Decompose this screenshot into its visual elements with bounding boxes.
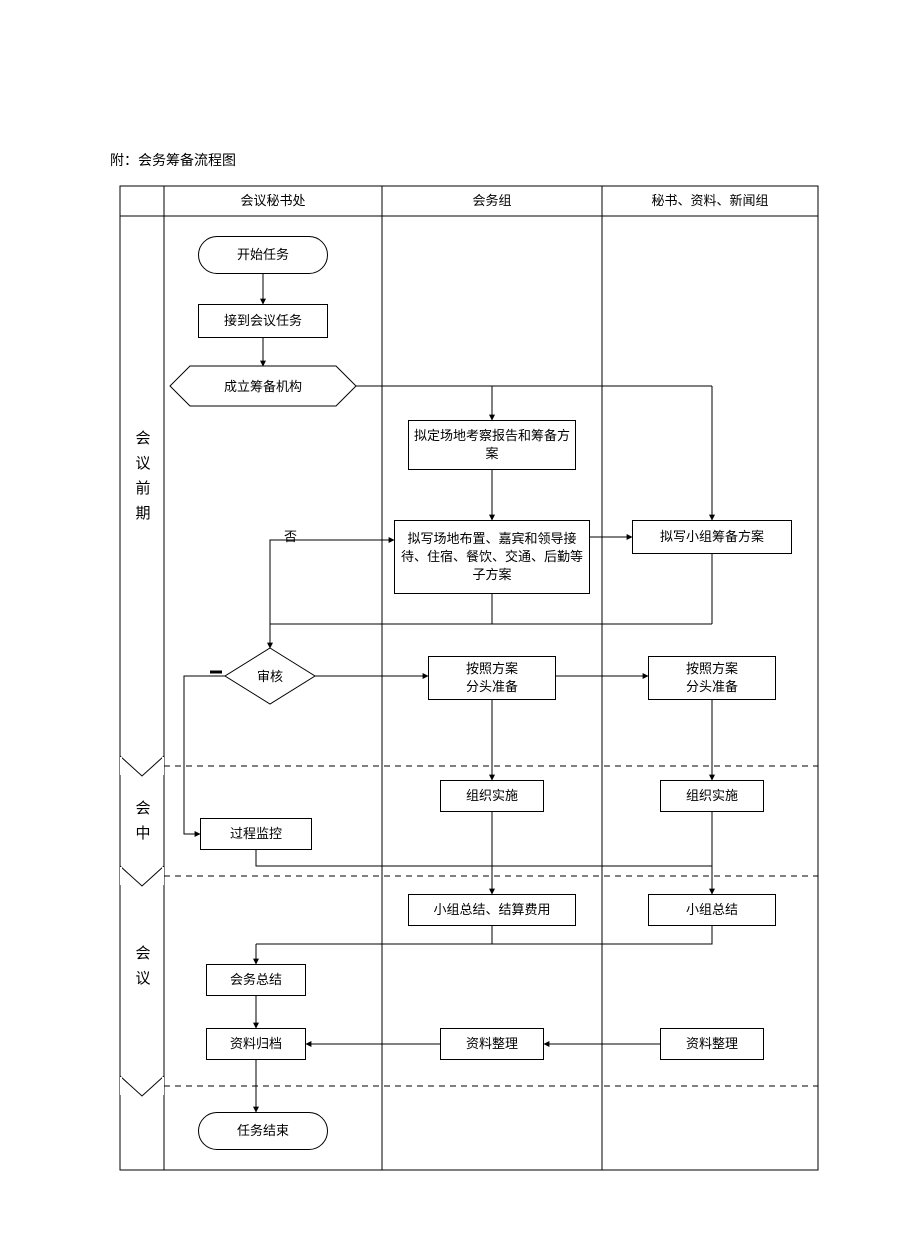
- node-prep1-line1: 按照方案: [466, 660, 518, 678]
- node-end: 任务结束: [198, 1112, 328, 1150]
- node-archive: 资料归档: [206, 1028, 306, 1060]
- node-prep2-line1: 按照方案: [686, 660, 738, 678]
- node-prep2: 按照方案 分头准备: [648, 656, 776, 700]
- node-monitor: 过程监控: [200, 818, 312, 850]
- node-impl2: 组织实施: [660, 780, 764, 812]
- node-draft-site: 拟定场地考察报告和筹备方案: [408, 420, 576, 470]
- node-draft-sub: 拟写场地布置、嘉宾和领导接待、住宿、餐饮、交通、后勤等子方案: [394, 520, 590, 594]
- phase-label-post: 会议: [130, 930, 154, 1010]
- node-prep1: 按照方案 分头准备: [428, 656, 556, 700]
- node-start: 开始任务: [198, 236, 328, 274]
- swimlane-header-col2: 会务组: [382, 186, 602, 216]
- node-receive: 接到会议任务: [198, 304, 328, 338]
- node-impl1: 组织实施: [440, 780, 544, 812]
- node-sum1: 小组总结、结算费用: [408, 894, 576, 926]
- swimlane-header-col3: 秘书、资料、新闻组: [602, 186, 818, 216]
- node-review-text: 审核: [257, 669, 283, 684]
- node-sort2: 资料整理: [660, 1028, 764, 1060]
- node-summary: 会务总结: [206, 964, 306, 996]
- swimlane-header-col1: 会议秘书处: [164, 186, 382, 216]
- node-sort1: 资料整理: [440, 1028, 544, 1060]
- phase-label-pre: 会议前期: [130, 380, 154, 580]
- node-sum2: 小组总结: [648, 894, 776, 926]
- node-prep2-line2: 分头准备: [686, 678, 738, 696]
- label-no: 否: [284, 526, 297, 545]
- node-prep1-line2: 分头准备: [466, 678, 518, 696]
- node-setup-text: 成立筹备机构: [224, 379, 302, 394]
- diagram-title: 附：会务筹备流程图: [110, 150, 236, 170]
- node-draft-team: 拟写小组筹备方案: [632, 520, 792, 554]
- phase-label-during: 会中: [130, 790, 154, 860]
